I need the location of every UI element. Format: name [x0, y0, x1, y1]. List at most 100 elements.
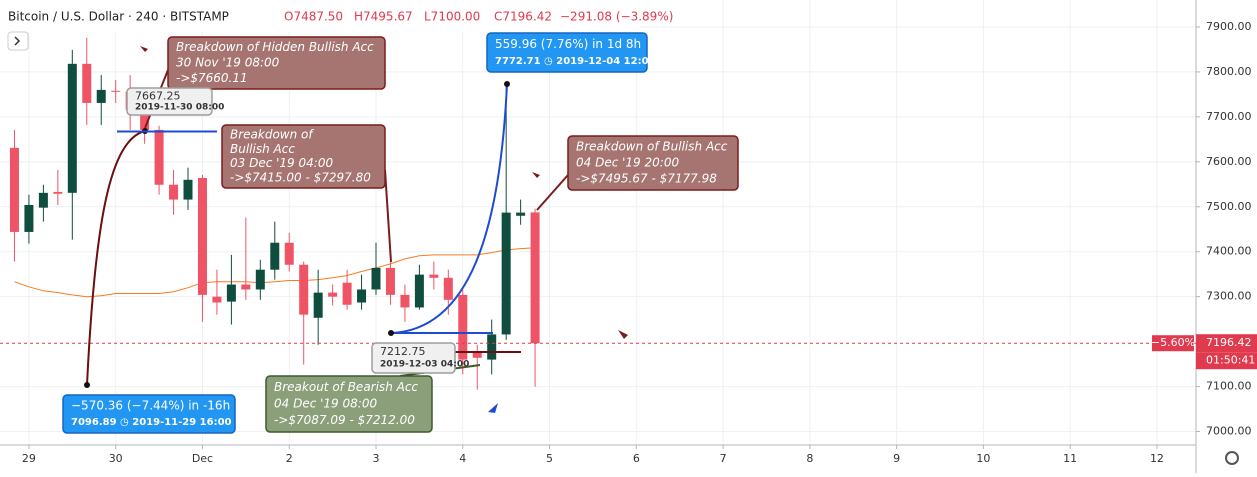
candle-body	[226, 284, 236, 302]
y-tick-label: 7300.00	[1206, 290, 1252, 303]
callout-text: −570.36 (−7.44%) in -16h	[71, 399, 230, 413]
candle-body	[299, 264, 309, 315]
candle-body	[313, 292, 323, 318]
candle-body	[530, 212, 540, 344]
callout-text: 30 Nov '19 08:00	[176, 56, 280, 70]
gear-icon[interactable]	[1225, 451, 1239, 465]
candle-body	[24, 204, 34, 232]
moving-average	[14, 247, 536, 298]
candle-body	[501, 212, 511, 335]
change: −291.08 (−3.89%)	[560, 10, 673, 24]
callout-text: Breakdown of Bullish Acc	[576, 140, 728, 154]
callout-text: Breakdown of	[230, 128, 314, 142]
candle-body	[9, 147, 19, 232]
candle-body	[38, 192, 48, 208]
callout-text: Breakdown of Hidden Bullish Acc	[176, 40, 374, 54]
x-tick-label: 29	[22, 452, 36, 465]
y-tick-label: 7900.00	[1206, 20, 1252, 33]
header-bg	[0, 0, 640, 32]
candle-body	[400, 294, 410, 308]
candle-body	[169, 184, 179, 200]
callout-box	[486, 32, 648, 73]
ohlc-high: H7495.67	[354, 10, 413, 24]
candle-body	[342, 282, 352, 305]
callout-text: 7667.25	[135, 89, 181, 102]
y-tick-label: 7800.00	[1206, 65, 1252, 78]
countdown-tag	[1196, 352, 1257, 370]
x-tick-label: 6	[633, 452, 640, 465]
candle-body	[212, 296, 222, 303]
candle-body	[183, 179, 193, 200]
callout-text: ->$7415.00 - $7297.80	[230, 170, 371, 184]
change-label: −5.60%	[1151, 336, 1195, 349]
ohlc-close: C7196.42	[494, 10, 552, 24]
callout-pointer	[384, 169, 392, 263]
button-icon[interactable]	[14, 36, 21, 46]
x-tick-label: 8	[806, 452, 813, 465]
candle-body	[357, 289, 367, 303]
y-tick-label: 7100.00	[1206, 380, 1252, 393]
candle-body	[270, 242, 280, 270]
candle-body	[255, 269, 265, 290]
candle-body	[96, 89, 106, 103]
callout-text: 2019-11-30 08:00	[135, 102, 224, 112]
measure-point	[504, 81, 510, 87]
candle-body	[328, 292, 338, 297]
settings-button[interactable]	[1225, 451, 1239, 465]
marker-icon	[488, 403, 498, 413]
x-tick-label: 2	[286, 452, 293, 465]
marker-icon	[532, 172, 540, 178]
candle-body	[414, 274, 424, 308]
header: Bitcoin / U.S. Dollar · 240 · BITSTAMP O…	[0, 0, 673, 32]
callout-box	[167, 36, 386, 90]
x-tick-label: 9	[893, 452, 900, 465]
x-tick-label: 3	[373, 452, 380, 465]
measure-point	[388, 330, 394, 336]
callout-text: 7096.89 ◷ 2019-11-29 16:00	[71, 417, 232, 428]
x-tick-label: 7	[720, 452, 727, 465]
candle-body	[429, 274, 439, 278]
x-tick-label: 4	[459, 452, 466, 465]
candle-body	[197, 178, 207, 295]
callout-text: ->$7660.11	[176, 71, 248, 85]
overlays	[84, 46, 628, 413]
callout-text: ->$7495.67 - $7177.98	[576, 172, 717, 186]
callout-box	[126, 87, 213, 116]
callout-text: 559.96 (7.76%) in 1d 8h	[495, 37, 641, 51]
measure-curve	[86, 130, 146, 386]
ohlc-low: L7100.00	[424, 10, 480, 24]
candle-body	[385, 267, 395, 295]
candle-body	[241, 284, 251, 290]
callout-text: 03 Dec '19 04:00	[230, 156, 333, 170]
callout-box	[371, 342, 456, 374]
annotations: Breakdown of Hidden Bullish Acc 30 Nov '1…	[62, 32, 739, 434]
x-tick-label: 12	[1150, 452, 1164, 465]
callout-box	[265, 375, 433, 433]
candle-body	[154, 129, 164, 185]
candle-body	[371, 267, 381, 290]
callout-pointer	[536, 174, 569, 211]
y-tick-label: 7500.00	[1206, 200, 1252, 213]
x-tick-label: 5	[546, 452, 553, 465]
collapse-button[interactable]	[7, 31, 29, 51]
callout-box	[221, 124, 386, 189]
y-tick-label: 7600.00	[1206, 155, 1252, 168]
callout-text: 04 Dec '19 08:00	[274, 397, 377, 411]
y-tick-label: 7000.00	[1206, 425, 1252, 438]
x-tick-label: 11	[1063, 452, 1077, 465]
candle-body	[111, 90, 121, 92]
candle-body	[487, 334, 497, 360]
candle-body	[443, 277, 453, 300]
candle-body	[67, 63, 77, 193]
candle-body	[472, 351, 482, 358]
callout-text: ->$7087.09 - $7212.00	[274, 413, 415, 427]
candle-body	[516, 212, 526, 216]
x-tick-label: 10	[976, 452, 990, 465]
callout-text: 04 Dec '19 20:00	[576, 156, 679, 170]
candle-body	[82, 63, 92, 103]
candle-body	[458, 294, 468, 360]
symbol: Bitcoin / U.S. Dollar · 240 · BITSTAMP	[8, 10, 229, 24]
x-tick-label: 30	[109, 452, 123, 465]
callout-text: 7772.71 ◷ 2019-12-04 12:00	[495, 56, 656, 67]
